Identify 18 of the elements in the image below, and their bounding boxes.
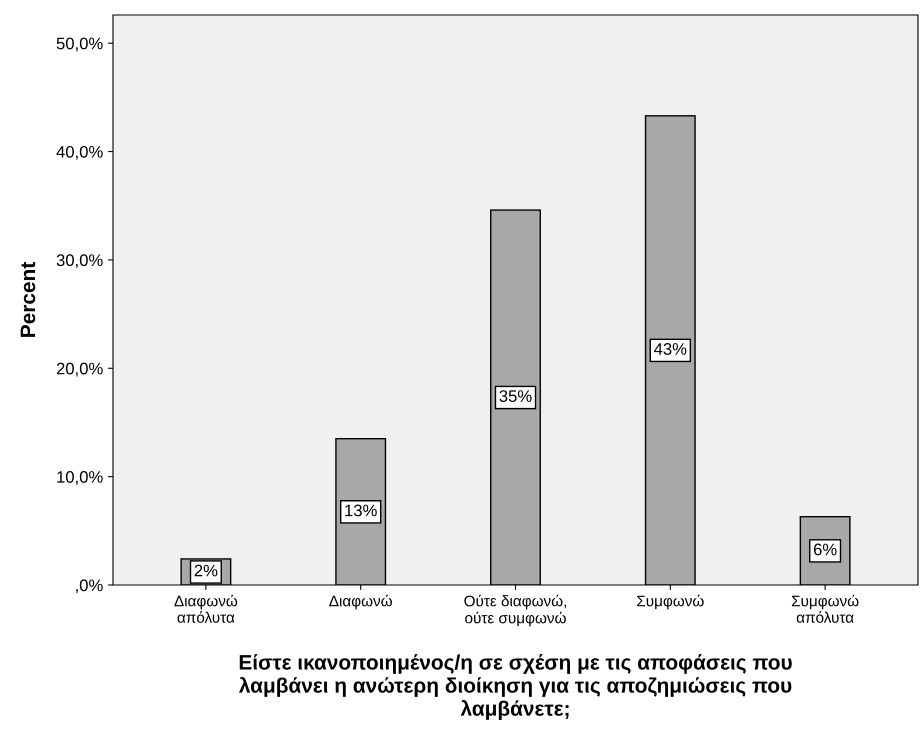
- x-tick-label: Ούτε διαφωνώ, ούτε συμφωνώ: [464, 594, 566, 626]
- y-tick-label: 50,0%: [56, 38, 103, 52]
- y-tick-label: 30,0%: [56, 254, 103, 268]
- y-tick-label: 10,0%: [57, 471, 103, 485]
- x-tick-label: Συμφωνώ απόλυτα: [792, 594, 858, 623]
- x-tick-label: Διαφωνώ: [329, 594, 392, 610]
- x-tick-label: Συμφωνώ: [637, 594, 704, 610]
- x-tick-label: Διαφωνώ απόλυτα: [174, 594, 238, 623]
- data-label: 43%: [654, 343, 686, 355]
- y-tick-label: ,0%: [76, 579, 103, 594]
- data-label: 35%: [499, 390, 532, 402]
- data-label: 13%: [345, 504, 377, 516]
- y-tick-label: 40,0%: [56, 146, 103, 160]
- data-label: 2%: [194, 564, 218, 576]
- y-axis-title: Percent: [20, 262, 36, 337]
- x-axis-title: Είστε ικανοποιημένος/η σε σχέση με τις αποφάσεις που λαμβάνει η ανώτερη διοίκηση για τις αποζημιώσεις που λαμβάνετε;: [238, 654, 792, 720]
- y-tick-label: 20,0%: [56, 362, 103, 376]
- data-label: 6%: [814, 544, 837, 556]
